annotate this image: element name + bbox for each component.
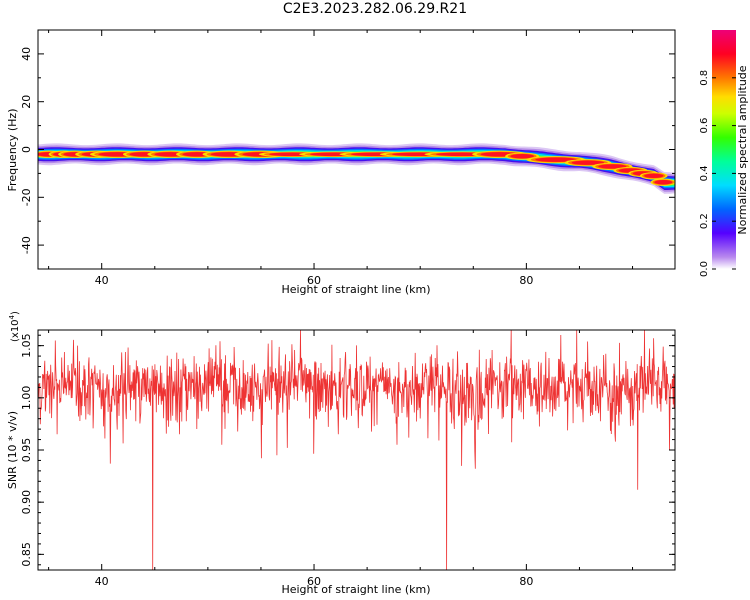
y-tick-label: -40 (20, 236, 33, 254)
colorbar-tick-label: 0.8 (699, 70, 710, 86)
snr-series-line (38, 330, 675, 570)
colorbar-gradient (712, 30, 736, 269)
snr-y-axis-label: SNR (10 * v/v) (6, 411, 19, 489)
y-tick-label: 40 (20, 47, 33, 61)
x-tick-label: 60 (307, 274, 321, 287)
ridge-peak (571, 160, 605, 165)
snr-x-axis-label: Height of straight line (km) (281, 583, 430, 596)
y-tick-label: 0.85 (20, 542, 33, 567)
spectrogram-x-axis-label: Height of straight line (km) (281, 283, 430, 296)
ridge-peak (510, 153, 535, 159)
x-tick-label: 40 (95, 274, 109, 287)
y-tick-label: -20 (20, 188, 33, 206)
x-tick-label: 40 (95, 575, 109, 588)
colorbar-ticks: 0.0 0.2 0.4 0.6 0.8 (699, 70, 736, 277)
y-tick-label: 0 (20, 146, 33, 153)
colorbar-tick-label: 0.0 (699, 261, 710, 277)
ridge-peak (654, 180, 673, 185)
x-tick-label: 80 (519, 274, 533, 287)
y-tick-label: 1.00 (20, 386, 33, 411)
ridge-peak (598, 164, 627, 169)
y-tick-label: 0.95 (20, 438, 33, 463)
spectrogram-axes: 40 60 80 -40 -20 0 20 40 (20, 29, 675, 287)
colorbar-label: Normalized spectral amplitude (736, 65, 749, 234)
colorbar: 0.0 0.2 0.4 0.6 0.8 Normalized spectral ampl… (699, 30, 749, 277)
x-tick-label: 80 (519, 575, 533, 588)
y-tick-label: 20 (20, 95, 33, 109)
snr-axes: 40 60 80 0.85 0.90 0.95 1.00 1.05 (20, 330, 675, 588)
colorbar-tick-label: 0.4 (699, 165, 710, 181)
spectrogram-ridge (38, 143, 675, 194)
ridge-peak (535, 157, 577, 162)
x-tick-label: 60 (307, 575, 321, 588)
snr-multiplier-label: (x104) (8, 311, 21, 342)
figure-title: C2E3.2023.282.06.29.R21 (282, 1, 468, 17)
spectrogram-y-axis-label: Frequency (Hz) (6, 109, 19, 192)
colorbar-tick-label: 0.2 (699, 213, 710, 229)
spectrogram-panel: 40 60 80 -40 -20 0 20 40 Height of straight lin… (6, 29, 676, 296)
y-tick-label: 1.05 (20, 333, 33, 358)
colorbar-tick-label: 0.6 (699, 118, 710, 134)
y-tick-label: 0.90 (20, 490, 33, 515)
ridge-peak (644, 173, 664, 178)
snr-panel: 40 60 80 0.85 0.90 0.95 1.00 1.05 Height of str… (6, 311, 676, 596)
